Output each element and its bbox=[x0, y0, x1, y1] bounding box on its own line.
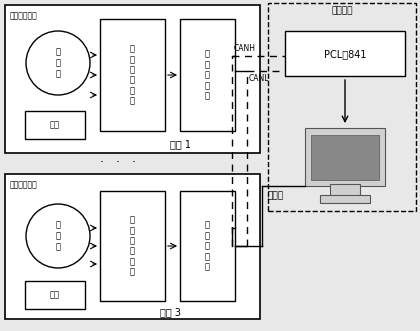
Text: CANH: CANH bbox=[234, 44, 256, 53]
Text: PCL－841: PCL－841 bbox=[324, 49, 366, 59]
Text: 信
号
处
理
电
路: 信 号 处 理 电 路 bbox=[129, 215, 134, 276]
Bar bbox=[268, 3, 416, 211]
Text: 岸上部分: 岸上部分 bbox=[331, 6, 353, 15]
Bar bbox=[180, 191, 235, 301]
Bar bbox=[25, 111, 85, 139]
Bar bbox=[330, 184, 360, 196]
Bar bbox=[180, 19, 235, 131]
Text: 电池: 电池 bbox=[50, 291, 60, 300]
Bar bbox=[320, 195, 370, 203]
Circle shape bbox=[26, 204, 90, 268]
Text: 单
片
机
系
统: 单 片 机 系 统 bbox=[205, 221, 210, 271]
Text: 传
感
器: 传 感 器 bbox=[55, 47, 60, 78]
Bar bbox=[311, 135, 379, 180]
Text: 节点 3: 节点 3 bbox=[160, 307, 181, 317]
Bar bbox=[100, 191, 165, 301]
Circle shape bbox=[26, 31, 90, 95]
Text: 传
感
器: 传 感 器 bbox=[55, 220, 60, 252]
Bar bbox=[5, 5, 260, 153]
Bar bbox=[285, 31, 405, 76]
Text: 水下测量装置: 水下测量装置 bbox=[10, 11, 38, 20]
Text: 信
号
处
理
电
路: 信 号 处 理 电 路 bbox=[129, 44, 134, 106]
Text: 节点 1: 节点 1 bbox=[170, 139, 191, 149]
Bar bbox=[25, 281, 85, 309]
Text: ·   ·   ·: · · · bbox=[100, 157, 136, 169]
Bar bbox=[5, 174, 260, 319]
Text: 水下测量装置: 水下测量装置 bbox=[10, 180, 38, 189]
Text: 单
片
机
系
统: 单 片 机 系 统 bbox=[205, 50, 210, 100]
Text: 电源线: 电源线 bbox=[267, 191, 283, 200]
Text: 电池: 电池 bbox=[50, 120, 60, 129]
Bar bbox=[100, 19, 165, 131]
Bar bbox=[305, 128, 385, 186]
Text: CANL: CANL bbox=[249, 74, 270, 83]
